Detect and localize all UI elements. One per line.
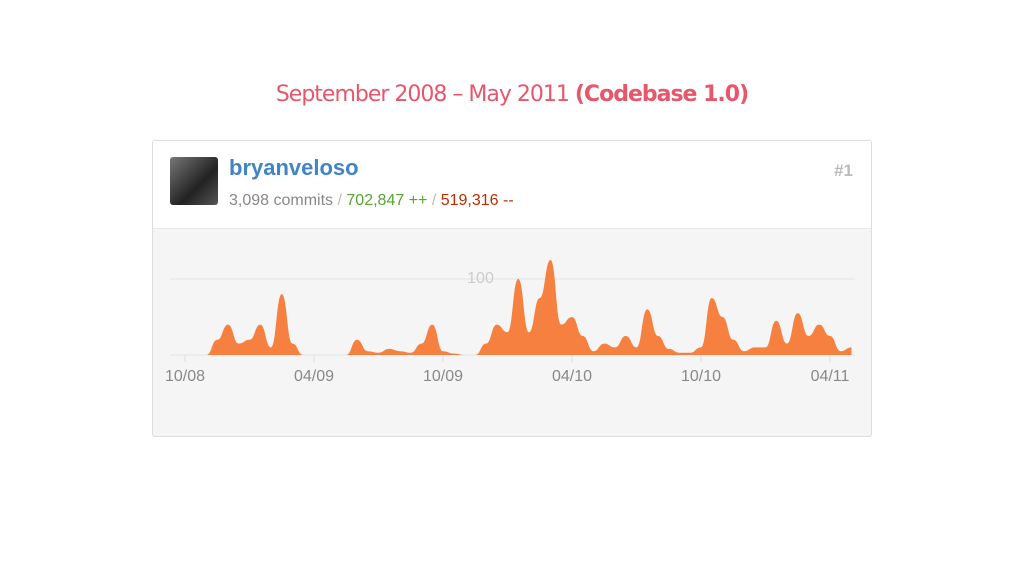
y-tick-label: 100: [467, 270, 494, 287]
username[interactable]: bryanveloso: [229, 155, 359, 180]
additions: 702,847 ++: [346, 192, 428, 209]
deletions: 519,316 --: [440, 192, 514, 209]
x-tick-label: 04/11: [811, 368, 850, 385]
card-header: bryanveloso #1 3,098 commits / 702,847 +…: [153, 141, 871, 229]
x-tick-label: 10/09: [423, 368, 463, 385]
contribution-area: [163, 259, 852, 355]
period: September 2008 – May 2011: [275, 82, 570, 107]
separator: /: [431, 192, 437, 209]
x-tick-label: 04/09: [294, 368, 334, 385]
x-tick-label: 04/10: [552, 368, 592, 385]
x-tick-label: 10/08: [165, 368, 205, 385]
stats: 3,098 commits / 702,847 ++ / 519,316 --: [229, 192, 514, 210]
avatar[interactable]: [170, 157, 218, 205]
rank: #1: [834, 161, 853, 180]
slide-title: September 2008 – May 2011 (Codebase 1.0): [0, 82, 1024, 107]
separator: /: [337, 192, 342, 209]
contributor-card: bryanveloso #1 3,098 commits / 702,847 +…: [152, 140, 872, 437]
codebase: (Codebase 1.0): [574, 82, 749, 107]
commits[interactable]: 3,098 commits: [229, 192, 334, 209]
x-tick-label: 10/10: [681, 368, 721, 385]
